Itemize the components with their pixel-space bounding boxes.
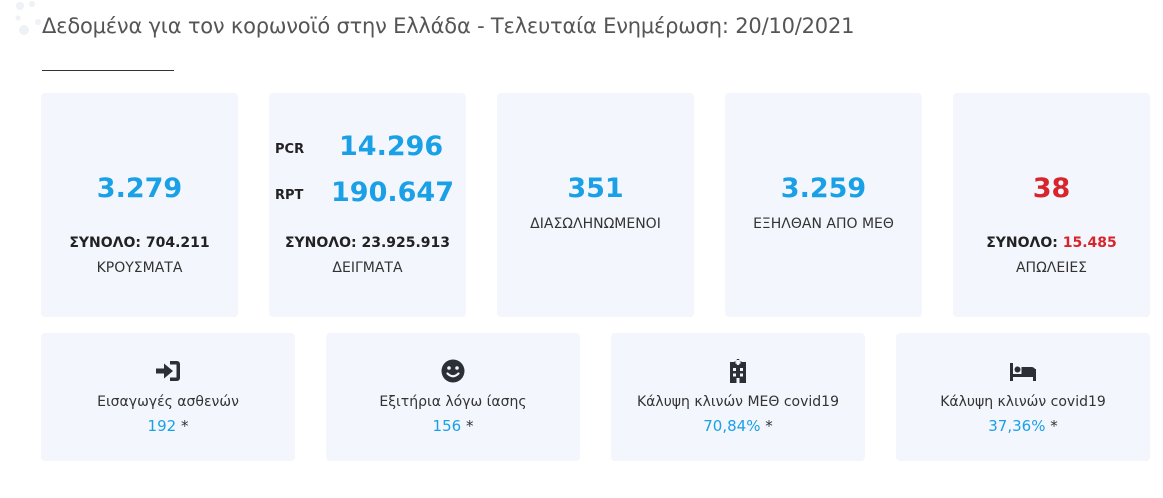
tests-total: ΣΥΝΟΛΟ: 23.925.913 bbox=[284, 235, 451, 251]
pcr-value: 14.296 bbox=[339, 131, 444, 162]
pcr-label: PCR bbox=[275, 142, 305, 157]
page-title: Δεδομένα για τον κορωνοϊό στην Ελλάδα - … bbox=[42, 14, 855, 38]
title-underline bbox=[42, 70, 174, 71]
beds-value-line: 37,36% * bbox=[896, 417, 1150, 435]
card-icu-discharged: 3.259 ΕΞΗΛΘΑΝ ΑΠΟ ΜΕΘ bbox=[725, 93, 922, 317]
discharges-suffix: * bbox=[465, 417, 474, 435]
page-header: Δεδομένα για τον κορωνοϊό στην Ελλάδα - … bbox=[42, 14, 1122, 71]
card-admissions: Εισαγωγές ασθενών 192 * bbox=[41, 333, 295, 461]
cases-caption: ΚΡΟΥΣΜΑΤΑ bbox=[96, 260, 183, 276]
beds-suffix: * bbox=[1050, 417, 1058, 435]
icu-beds-value: 70,84% bbox=[703, 417, 761, 435]
card-beds: Κάλυψη κλινών covid19 37,36% * bbox=[896, 333, 1150, 461]
icu-beds-value-line: 70,84% * bbox=[611, 417, 865, 435]
rpt-row: RPT 190.647 bbox=[269, 177, 466, 213]
rpt-label: RPT bbox=[275, 188, 304, 203]
bed-icon bbox=[1010, 363, 1036, 381]
hospital-icon bbox=[730, 359, 746, 383]
discharges-caption: Εξιτήρια λόγω ίασης bbox=[379, 394, 527, 410]
intubated-caption: ΔΙΑΣΩΛΗΝΩΜΕΝΟΙ bbox=[530, 216, 661, 232]
admissions-caption: Εισαγωγές ασθενών bbox=[97, 394, 239, 410]
tests-caption: ΔΕΙΓΜΑΤΑ bbox=[332, 260, 403, 276]
card-deaths: 38 ΣΥΝΟΛΟ: 15.485 ΑΠΩΛΕΙΕΣ bbox=[953, 93, 1150, 317]
deaths-caption: ΑΠΩΛΕΙΕΣ bbox=[1015, 260, 1088, 276]
beds-caption: Κάλυψη κλινών covid19 bbox=[940, 394, 1106, 410]
admissions-value: 192 bbox=[147, 417, 177, 435]
deaths-value: 38 bbox=[1032, 173, 1071, 204]
discharges-value: 156 bbox=[432, 417, 462, 435]
pcr-row: PCR 14.296 bbox=[269, 131, 466, 167]
icu-discharged-value: 3.259 bbox=[780, 173, 867, 204]
card-tests: PCR 14.296 RPT 190.647 ΣΥΝΟΛΟ: 23.925.91… bbox=[269, 93, 466, 317]
cases-value: 3.279 bbox=[96, 173, 183, 204]
icu-beds-suffix: * bbox=[765, 417, 773, 435]
card-icu-beds: Κάλυψη κλινών ΜΕΘ covid19 70,84% * bbox=[611, 333, 865, 461]
cases-total: ΣΥΝΟΛΟ: 704.211 bbox=[69, 235, 210, 251]
deaths-total-label: ΣΥΝΟΛΟ: bbox=[986, 235, 1058, 251]
rpt-value: 190.647 bbox=[331, 177, 454, 208]
card-cases: 3.279 ΣΥΝΟΛΟ: 704.211 ΚΡΟΥΣΜΑΤΑ bbox=[41, 93, 238, 317]
admissions-suffix: * bbox=[180, 417, 189, 435]
icu-discharged-caption: ΕΞΗΛΘΑΝ ΑΠΟ ΜΕΘ bbox=[753, 216, 894, 232]
card-discharges: Εξιτήρια λόγω ίασης 156 * bbox=[326, 333, 580, 461]
sign-in-icon bbox=[156, 361, 180, 381]
deaths-total: ΣΥΝΟΛΟ: 15.485 bbox=[953, 235, 1150, 251]
icu-beds-caption: Κάλυψη κλινών ΜΕΘ covid19 bbox=[637, 394, 839, 410]
beds-value: 37,36% bbox=[988, 417, 1046, 435]
deaths-total-value: 15.485 bbox=[1062, 235, 1117, 251]
intubated-value: 351 bbox=[567, 173, 624, 204]
watermark-graphic bbox=[15, 1, 41, 35]
admissions-value-line: 192 * bbox=[41, 417, 295, 435]
card-intubated: 351 ΔΙΑΣΩΛΗΝΩΜΕΝΟΙ bbox=[497, 93, 694, 317]
smile-icon bbox=[441, 359, 465, 383]
discharges-value-line: 156 * bbox=[326, 417, 580, 435]
